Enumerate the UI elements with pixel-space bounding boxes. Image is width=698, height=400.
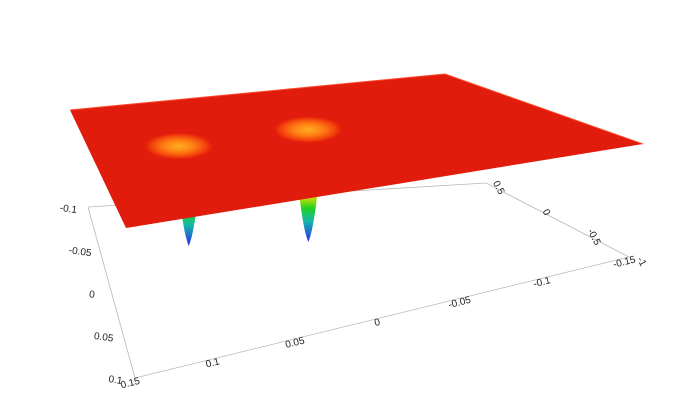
y-tick-label: -0.1 — [59, 203, 78, 216]
axis-right-depth-line — [485, 182, 630, 258]
z-tick-label: -0.5 — [585, 227, 603, 248]
x-tick-label: -0.15 — [612, 254, 637, 270]
x-tick-label: 0 — [373, 317, 381, 329]
well-dimple — [142, 132, 215, 161]
surface-edge-highlight — [69, 73, 644, 145]
surface-mesh — [70, 74, 643, 228]
z-tick-label: 0.5 — [490, 179, 506, 197]
x-tick-label: 0.15 — [120, 376, 142, 391]
x-tick-label: -0.1 — [532, 275, 552, 290]
well-dimple — [272, 115, 345, 144]
axis-y-line — [87, 206, 136, 379]
surface-plane-group — [69, 73, 644, 228]
y-tick-label: 0 — [88, 289, 95, 301]
x-tick-label: 0.1 — [205, 356, 222, 370]
y-tick-label: 0.05 — [93, 331, 114, 345]
dimples-group — [142, 115, 345, 161]
x-tick-label: 0.05 — [284, 335, 306, 350]
tick-labels: 0.150.10.050-0.05-0.1-0.15-0.1-0.0500.05… — [59, 179, 648, 391]
z-tick-label: -1 — [634, 255, 648, 268]
y-tick-label: 0.1 — [108, 374, 124, 387]
y-tick-label: -0.05 — [68, 245, 93, 259]
well-spike — [298, 186, 319, 242]
z-tick-label: 0 — [540, 207, 553, 217]
x-tick-label: -0.05 — [447, 295, 472, 311]
axis-x-line — [134, 256, 630, 379]
